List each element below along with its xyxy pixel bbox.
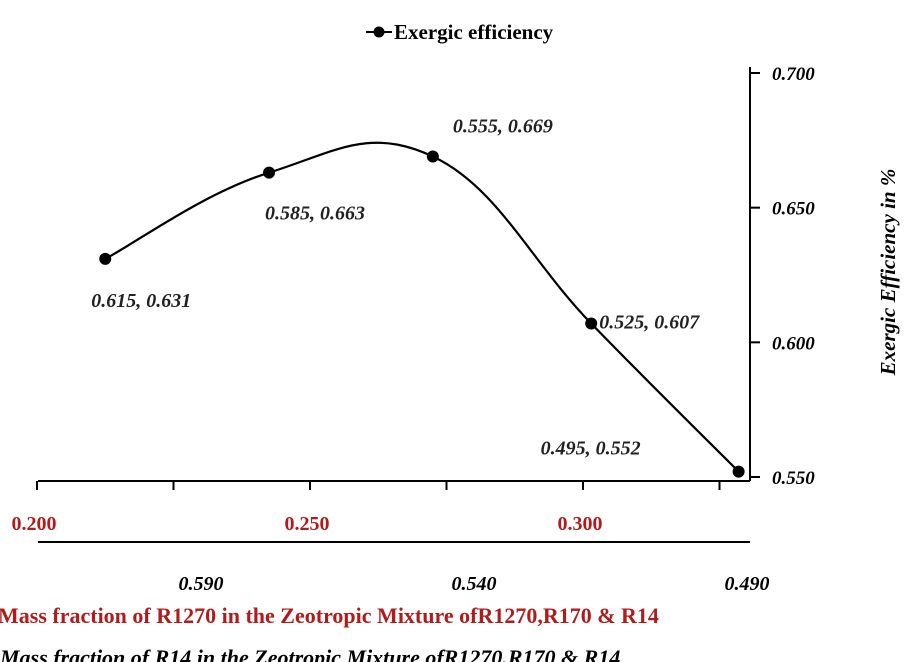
data-point <box>732 465 745 478</box>
x2-tick-label: 0.590 <box>179 573 224 595</box>
x-tick-label: 0.300 <box>558 513 603 535</box>
y-ticks: 0.700 0.650 0.600 0.550 <box>750 64 815 489</box>
y-tick-label: 0.600 <box>772 333 815 354</box>
series-line-exergic-efficiency <box>104 141 740 473</box>
x-ticks-secondary: 0.590 0.540 0.490 <box>179 573 770 595</box>
y-axis-title: Exergic Efficiency in % <box>876 169 900 377</box>
x2-tick-label: 0.490 <box>725 573 770 595</box>
legend-marker-swatch <box>373 26 385 38</box>
data-label: 0.585, 0.663 <box>265 203 365 225</box>
data-label: 0.525, 0.607 <box>599 311 700 333</box>
x-ticks-primary: 0.200 0.250 0.300 <box>12 481 721 535</box>
data-points <box>99 150 745 478</box>
x-axis-secondary-title: Mass fraction of R14 in the Zeotropic Mi… <box>0 645 620 662</box>
x-axis-primary-title: Mass fraction of R1270 in the Zeotropic … <box>0 603 659 628</box>
data-label: 0.495, 0.552 <box>541 438 641 460</box>
data-point <box>99 252 112 265</box>
legend-label: Exergic efficiency <box>394 20 554 44</box>
data-label: 0.615, 0.631 <box>91 290 191 312</box>
data-label: 0.555, 0.669 <box>453 115 553 137</box>
y-tick-label: 0.650 <box>772 199 815 220</box>
x-tick-label: 0.250 <box>285 513 330 535</box>
x-tick-label: 0.200 <box>12 513 57 535</box>
x2-tick-label: 0.540 <box>452 573 497 595</box>
data-point <box>426 150 439 163</box>
y-tick-label: 0.550 <box>772 468 815 489</box>
data-point <box>585 317 598 330</box>
data-point <box>263 166 276 179</box>
y-tick-label: 0.700 <box>772 64 815 85</box>
data-labels: 0.615, 0.631 0.585, 0.663 0.555, 0.669 0.52… <box>91 115 700 459</box>
legend: Exergic efficiency <box>366 20 554 44</box>
